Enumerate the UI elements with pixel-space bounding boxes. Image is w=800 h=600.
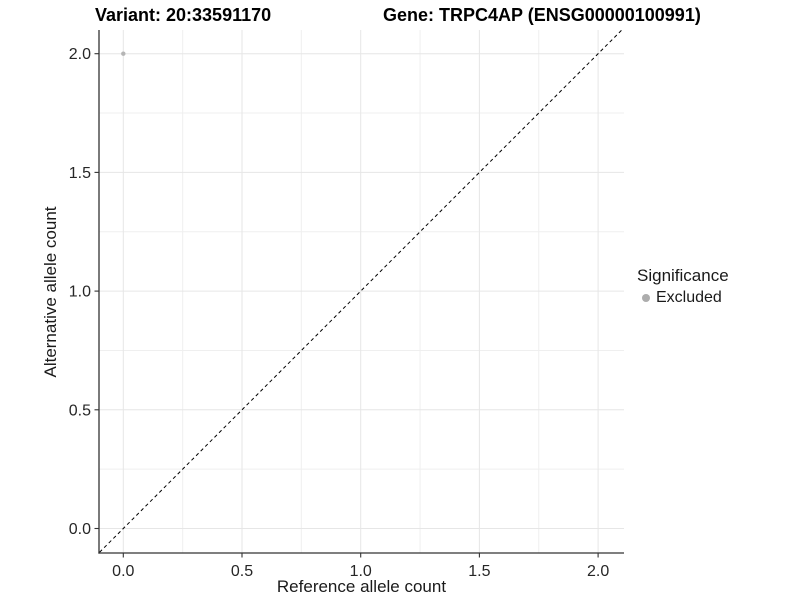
x-tick-label: 0.5 (231, 563, 253, 580)
y-axis-title: Alternative allele count (41, 206, 60, 378)
legend: Significance Excluded (637, 266, 729, 307)
legend-item-excluded: Excluded (637, 289, 729, 307)
data-point (121, 51, 126, 56)
y-tick-label: 0.0 (69, 521, 91, 538)
x-tick-label: 1.0 (350, 563, 372, 580)
legend-item-label: Excluded (656, 289, 722, 306)
excluded-point-icon (642, 294, 650, 302)
y-tick-label: 0.5 (69, 402, 91, 419)
y-tick-label: 1.5 (69, 165, 91, 182)
x-tick-label: 0.0 (112, 563, 134, 580)
x-axis-title: Reference allele count (276, 577, 447, 596)
x-tick-label: 2.0 (587, 563, 609, 580)
variant-title: Variant: 20:33591170 (95, 5, 272, 25)
legend-title: Significance (637, 266, 729, 285)
x-tick-label: 1.5 (468, 563, 490, 580)
y-tick-label: 2.0 (69, 46, 91, 63)
gene-title: Gene: TRPC4AP (ENSG00000100991) (383, 5, 701, 25)
y-tick-label: 1.0 (69, 284, 91, 301)
